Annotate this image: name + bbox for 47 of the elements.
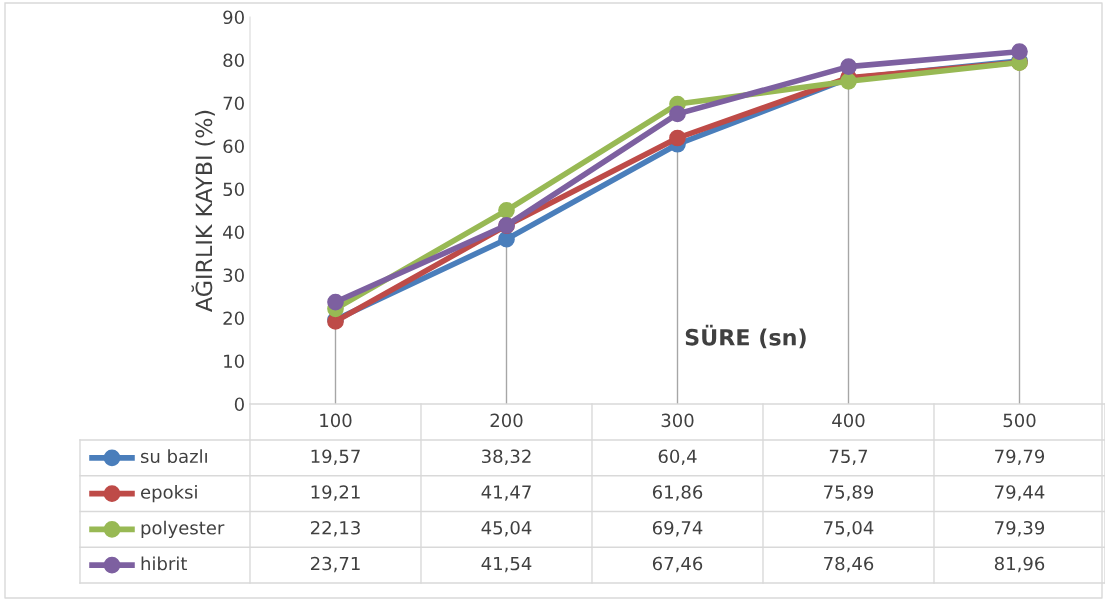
data-label: 38,32 <box>482 449 531 465</box>
x-tick-label: 100 <box>320 413 352 428</box>
x-axis-title: SÜRE (sn) <box>685 324 806 349</box>
data-label: 81,96 <box>994 556 1045 573</box>
y-tick-label: 50 <box>223 182 244 197</box>
x-tick-label: 300 <box>661 413 694 428</box>
data-label: 41,47 <box>481 485 531 501</box>
data-label: 79,39 <box>995 520 1045 537</box>
y-tick-label: 20 <box>223 311 244 326</box>
data-label: 79,44 <box>995 485 1045 501</box>
legend-label: hibrit <box>141 556 188 571</box>
data-label: 75,7 <box>829 449 868 465</box>
point <box>669 105 686 123</box>
data-label: 67,46 <box>652 556 703 573</box>
y-tick-label: 10 <box>224 354 244 369</box>
x-tick-label: 500 <box>1003 413 1036 428</box>
point <box>498 201 515 219</box>
data-label: 23,71 <box>310 556 360 573</box>
data-label: 19,21 <box>311 485 360 501</box>
data-label: 79,79 <box>995 449 1045 465</box>
data-label: 75,04 <box>824 520 874 537</box>
data-label: 19,57 <box>311 449 360 465</box>
y-tick-label: 0 <box>234 397 244 412</box>
y-tick-label: 40 <box>223 225 244 240</box>
data-label: 75,89 <box>824 485 874 501</box>
y-tick-label: 70 <box>223 96 244 111</box>
y-tick-label: 60 <box>223 139 244 154</box>
point <box>1011 43 1028 60</box>
legend-label: epoksi <box>141 484 197 503</box>
data-label: 60,4 <box>658 449 697 465</box>
data-label: 69,74 <box>652 520 703 537</box>
legend-label: polyester <box>141 520 225 539</box>
point <box>669 129 686 147</box>
data-label: 22,13 <box>310 520 360 537</box>
y-axis-title: AĞIRLIK KAYBI (%) <box>191 110 215 312</box>
point <box>840 58 857 75</box>
data-label: 61,86 <box>652 485 703 501</box>
y-tick-label: 30 <box>223 268 244 283</box>
data-label: 78,46 <box>824 556 874 573</box>
y-tick-label: 90 <box>223 10 244 25</box>
y-tick-label: 80 <box>223 53 244 68</box>
x-tick-label: 400 <box>832 413 865 428</box>
x-tick-label: 200 <box>490 413 523 428</box>
data-label: 45,04 <box>481 520 532 537</box>
legend-label: su bazlı <box>140 449 207 464</box>
data-label: 41,54 <box>481 556 532 573</box>
point <box>327 293 344 311</box>
